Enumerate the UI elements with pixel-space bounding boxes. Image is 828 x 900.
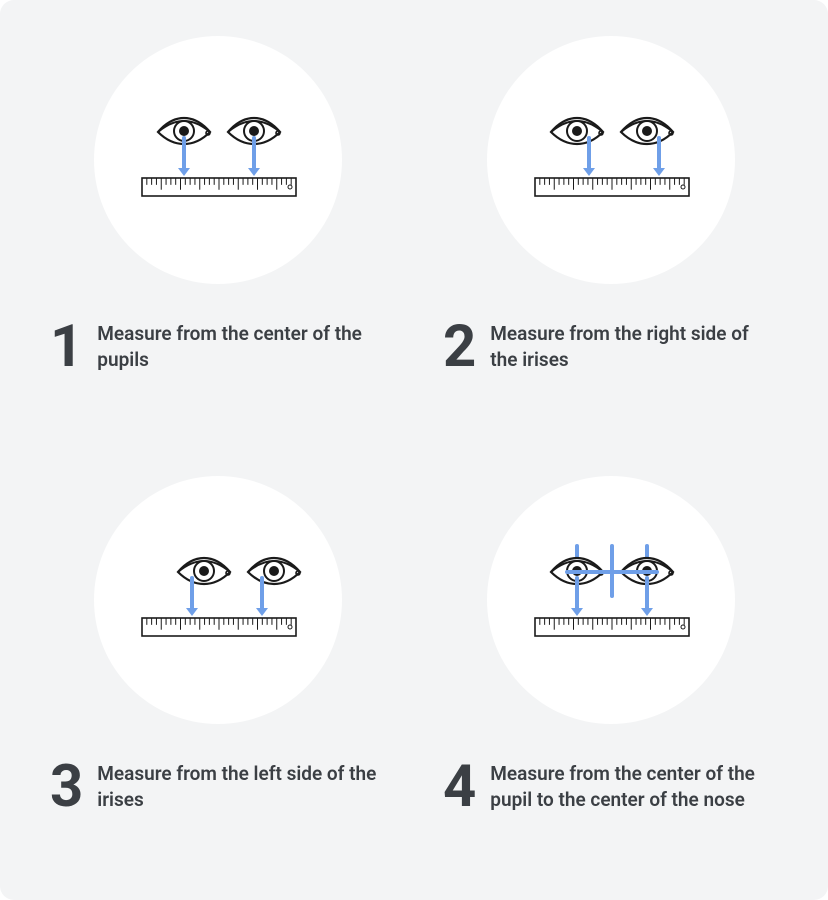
step-3-number: 3 <box>50 758 83 816</box>
eyes-ruler-diagram-4 <box>521 540 701 660</box>
step-1-caption: 1 Measure from the center of the pupils <box>44 318 391 376</box>
eyes-ruler-diagram-3 <box>128 540 308 660</box>
step-3-illustration <box>94 476 342 724</box>
infographic-panel: 1 Measure from the center of the pupils … <box>0 0 828 900</box>
step-2-label: Measure from the right side of the irise… <box>490 321 778 372</box>
eyes-ruler-diagram-2 <box>521 100 701 220</box>
step-4-illustration <box>487 476 735 724</box>
step-2-number: 2 <box>443 318 476 376</box>
step-3-label: Measure from the left side of the irises <box>97 761 385 812</box>
step-2-illustration <box>487 36 735 284</box>
step-2: 2 Measure from the right side of the iri… <box>437 36 784 416</box>
step-1: 1 Measure from the center of the pupils <box>44 36 391 416</box>
step-1-number: 1 <box>50 318 83 376</box>
step-4-label: Measure from the center of the pupil to … <box>490 761 778 812</box>
step-1-illustration <box>94 36 342 284</box>
step-3: 3 Measure from the left side of the iris… <box>44 476 391 856</box>
step-4: 4 Measure from the center of the pupil t… <box>437 476 784 856</box>
step-1-label: Measure from the center of the pupils <box>97 321 385 372</box>
eyes-ruler-diagram-1 <box>128 100 308 220</box>
step-3-caption: 3 Measure from the left side of the iris… <box>44 758 391 816</box>
step-2-caption: 2 Measure from the right side of the iri… <box>437 318 784 376</box>
step-4-caption: 4 Measure from the center of the pupil t… <box>437 758 784 816</box>
step-4-number: 4 <box>443 758 476 816</box>
